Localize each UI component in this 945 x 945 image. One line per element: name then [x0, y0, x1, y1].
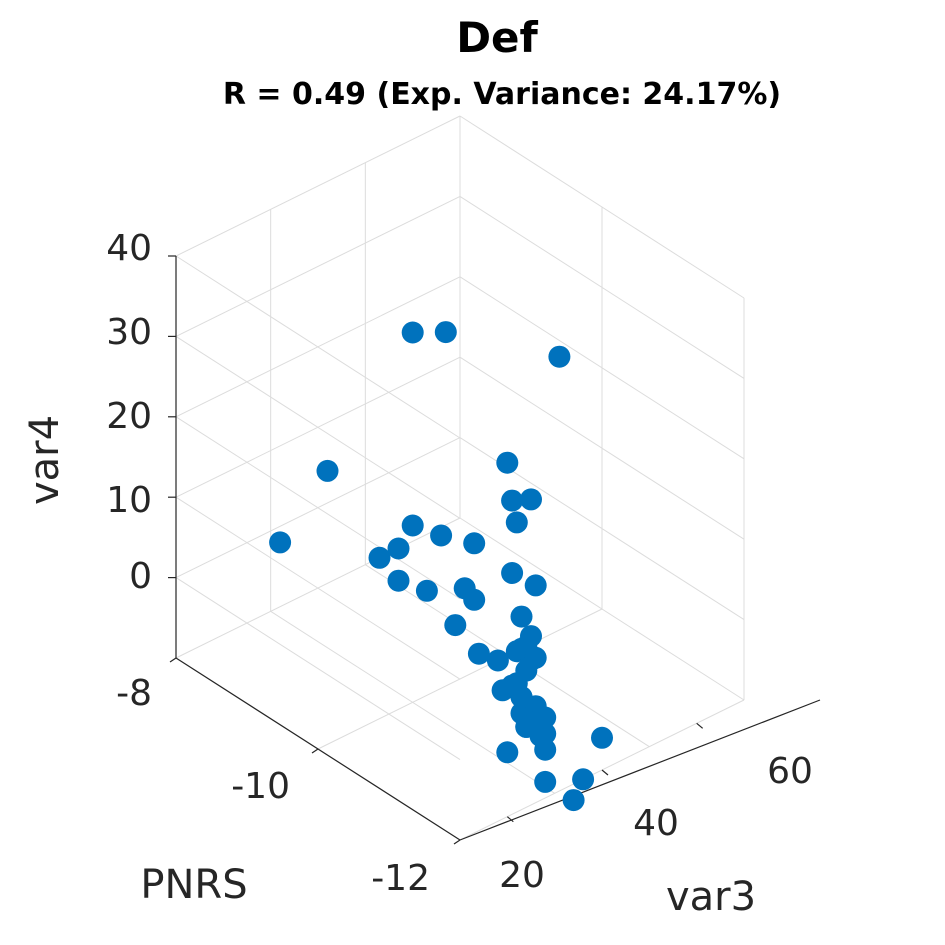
scatter-point	[269, 531, 292, 554]
grid-line	[175, 416, 461, 600]
scatter-point	[534, 770, 557, 793]
x-tick-label: 20	[499, 855, 545, 896]
grid-line	[175, 195, 461, 337]
grid-line	[175, 335, 461, 519]
scatter-point	[434, 321, 457, 344]
scatter-point	[496, 741, 519, 764]
scatter-point	[501, 562, 524, 584]
scatter-point	[387, 537, 410, 560]
scatter-point	[387, 569, 410, 592]
scatter-point	[501, 489, 524, 512]
z-tick-label: 40	[106, 228, 152, 269]
scatter-point	[548, 345, 571, 368]
grid-line	[175, 496, 461, 680]
scatter-point	[505, 511, 528, 534]
chart-subtitle: R = 0.49 (Exp. Variance: 24.17%)	[223, 77, 781, 112]
scatter-point	[562, 789, 585, 812]
scatter-point	[430, 524, 453, 547]
scatter-point	[401, 321, 424, 344]
tick-mark	[311, 748, 319, 754]
tick-mark	[506, 816, 514, 823]
tick-mark	[453, 839, 461, 845]
grid-line	[175, 577, 461, 761]
grid-layer	[175, 115, 745, 841]
scatter-point	[415, 579, 438, 602]
y-tick-label: -8	[116, 673, 152, 714]
y-tick-label: -12	[371, 858, 430, 899]
points-layer	[269, 321, 613, 812]
scatter-point	[534, 706, 557, 729]
chart-title: Def	[456, 13, 538, 62]
grid-line	[175, 255, 461, 439]
tick-mark	[696, 722, 704, 729]
y-tick-label: -10	[231, 766, 290, 807]
tick-layer: 40 30 20 10 0 -8 -10 -12 20 40 60	[106, 228, 813, 899]
scatter-point	[444, 614, 467, 637]
axis-layer	[168, 255, 821, 845]
scatter-point	[524, 574, 547, 597]
scatter-point	[316, 459, 339, 482]
z-tick-label: 20	[106, 396, 152, 437]
x-axis-line	[459, 699, 821, 841]
scatter-point	[520, 488, 542, 511]
z-tick-label: 30	[106, 312, 152, 353]
scatter-point	[467, 642, 490, 665]
z-tick-label: 0	[129, 556, 152, 597]
scatter-point	[401, 514, 424, 537]
scatter-point	[453, 577, 476, 600]
x-tick-label: 60	[767, 751, 813, 792]
scatter-point	[496, 451, 519, 474]
z-axis-label: var4	[22, 415, 68, 505]
x-axis-label: var3	[666, 874, 756, 920]
scatter-point	[524, 646, 547, 669]
z-tick-label: 10	[106, 480, 152, 521]
scatter-point	[486, 649, 509, 672]
scatter-point	[572, 768, 595, 791]
scatter-point	[368, 546, 391, 569]
scatter-point	[463, 532, 486, 555]
tick-mark	[169, 657, 177, 663]
tick-mark	[601, 769, 609, 776]
scatter-point	[510, 605, 533, 628]
scatter-point	[591, 726, 613, 749]
x-tick-label: 40	[633, 803, 679, 844]
y-axis-label: PNRS	[140, 862, 247, 908]
scatter-point	[510, 686, 533, 708]
grid-line	[175, 115, 461, 257]
